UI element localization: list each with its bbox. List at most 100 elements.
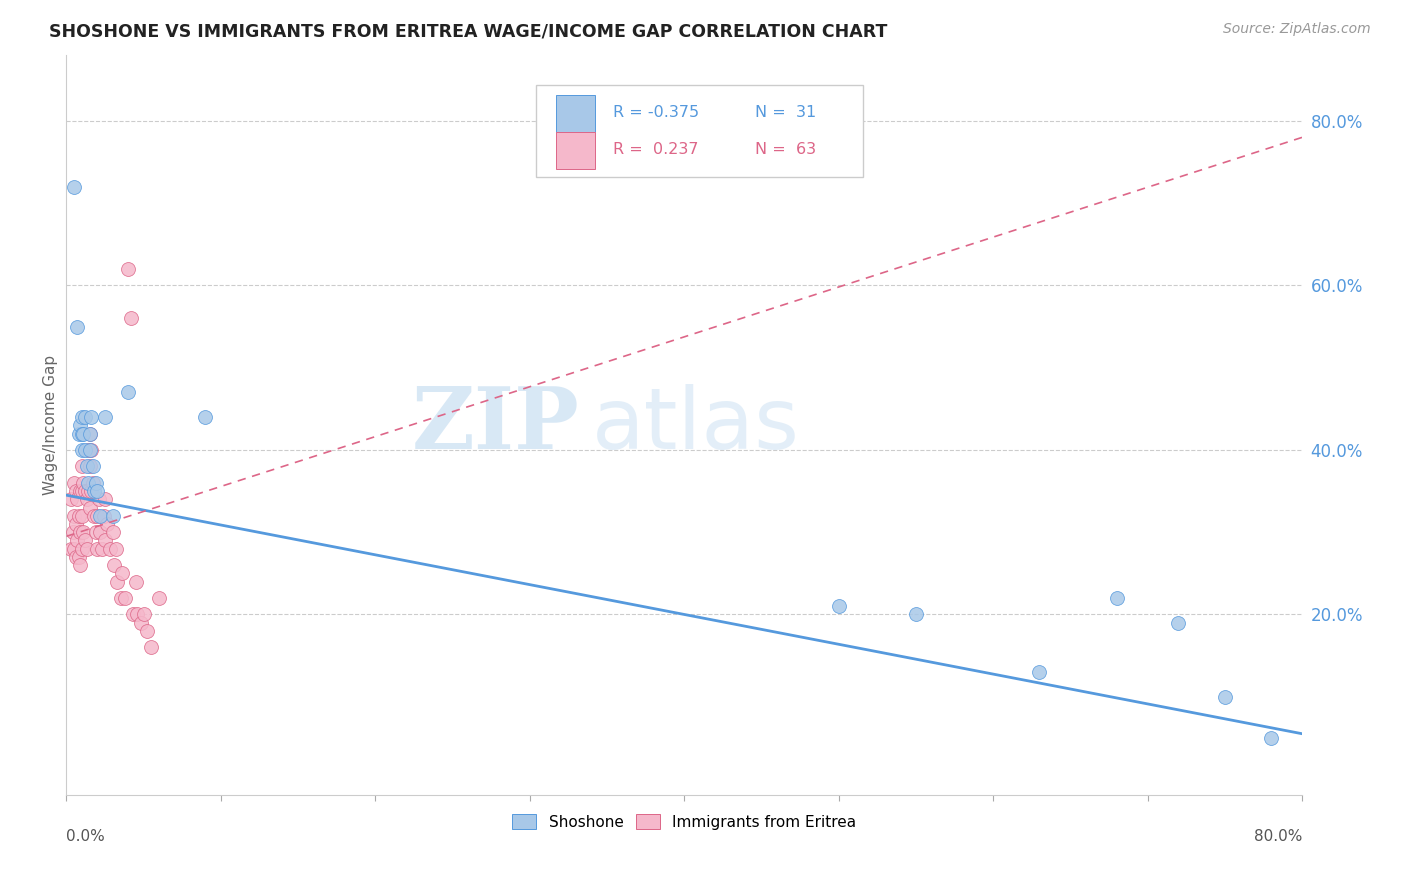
Point	[828, 599, 851, 614]
Point	[69, 525, 91, 540]
Point	[117, 262, 139, 277]
Point	[94, 492, 117, 507]
Point	[77, 484, 100, 499]
Point	[89, 508, 111, 523]
Point	[83, 508, 105, 523]
Point	[77, 442, 100, 457]
Point	[121, 607, 143, 622]
Point	[94, 410, 117, 425]
FancyBboxPatch shape	[555, 95, 595, 132]
Point	[65, 516, 87, 531]
Point	[66, 319, 89, 334]
Point	[79, 442, 101, 457]
Point	[66, 533, 89, 548]
Point	[63, 541, 86, 556]
Point	[72, 426, 94, 441]
Text: Source: ZipAtlas.com: Source: ZipAtlas.com	[1223, 22, 1371, 37]
Point	[62, 525, 84, 540]
Point	[63, 508, 86, 523]
Point	[80, 484, 103, 499]
Text: N =  63: N = 63	[755, 142, 815, 157]
Point	[1260, 731, 1282, 745]
Point	[86, 484, 108, 499]
Point	[67, 549, 90, 564]
Point	[83, 484, 105, 499]
Point	[69, 484, 91, 499]
Point	[98, 541, 121, 556]
Point	[101, 525, 124, 540]
FancyBboxPatch shape	[536, 85, 863, 178]
Point	[69, 558, 91, 573]
Point	[66, 492, 89, 507]
Text: N =  31: N = 31	[755, 104, 815, 120]
Point	[194, 410, 217, 425]
Point	[63, 475, 86, 490]
Point	[94, 533, 117, 548]
Y-axis label: Wage/Income Gap: Wage/Income Gap	[44, 355, 58, 495]
Point	[1213, 690, 1236, 704]
Point	[141, 640, 163, 655]
Point	[135, 624, 157, 638]
Point	[65, 484, 87, 499]
Point	[96, 516, 118, 531]
Point	[107, 574, 129, 589]
Point	[129, 615, 152, 630]
Point	[91, 541, 114, 556]
Point	[60, 541, 83, 556]
Point	[84, 475, 107, 490]
Point	[93, 508, 115, 523]
Point	[79, 459, 101, 474]
Point	[86, 508, 108, 523]
Point	[114, 591, 136, 605]
Point	[77, 475, 100, 490]
Point	[101, 508, 124, 523]
Point	[82, 459, 104, 474]
Text: R = -0.375: R = -0.375	[613, 104, 699, 120]
Point	[148, 591, 170, 605]
Text: 0.0%: 0.0%	[66, 829, 105, 844]
Point	[79, 500, 101, 515]
Point	[1167, 615, 1189, 630]
Point	[70, 459, 93, 474]
Point	[111, 566, 134, 581]
Point	[80, 442, 103, 457]
Point	[1105, 591, 1128, 605]
Point	[117, 385, 139, 400]
Point	[72, 475, 94, 490]
Text: SHOSHONE VS IMMIGRANTS FROM ERITREA WAGE/INCOME GAP CORRELATION CHART: SHOSHONE VS IMMIGRANTS FROM ERITREA WAGE…	[49, 22, 887, 40]
Point	[1028, 665, 1050, 679]
Point	[76, 459, 98, 474]
Point	[82, 475, 104, 490]
Point	[63, 179, 86, 194]
Point	[76, 492, 98, 507]
Point	[104, 541, 127, 556]
Point	[73, 484, 96, 499]
Point	[70, 426, 93, 441]
Point	[70, 541, 93, 556]
Text: 80.0%: 80.0%	[1254, 829, 1302, 844]
Text: R =  0.237: R = 0.237	[613, 142, 699, 157]
Point	[72, 525, 94, 540]
Point	[110, 591, 132, 605]
Point	[89, 525, 111, 540]
Point	[120, 311, 142, 326]
Point	[70, 442, 93, 457]
Point	[125, 574, 148, 589]
Point	[67, 426, 90, 441]
Point	[60, 492, 83, 507]
FancyBboxPatch shape	[555, 132, 595, 169]
Point	[70, 410, 93, 425]
Point	[65, 549, 87, 564]
Point	[84, 525, 107, 540]
Legend: Shoshone, Immigrants from Eritrea: Shoshone, Immigrants from Eritrea	[506, 808, 863, 836]
Point	[127, 607, 149, 622]
Point	[132, 607, 155, 622]
Point	[76, 541, 98, 556]
Point	[904, 607, 927, 622]
Point	[79, 426, 101, 441]
Point	[70, 508, 93, 523]
Point	[70, 484, 93, 499]
Point	[80, 410, 103, 425]
Text: atlas: atlas	[592, 384, 800, 467]
Point	[79, 426, 101, 441]
